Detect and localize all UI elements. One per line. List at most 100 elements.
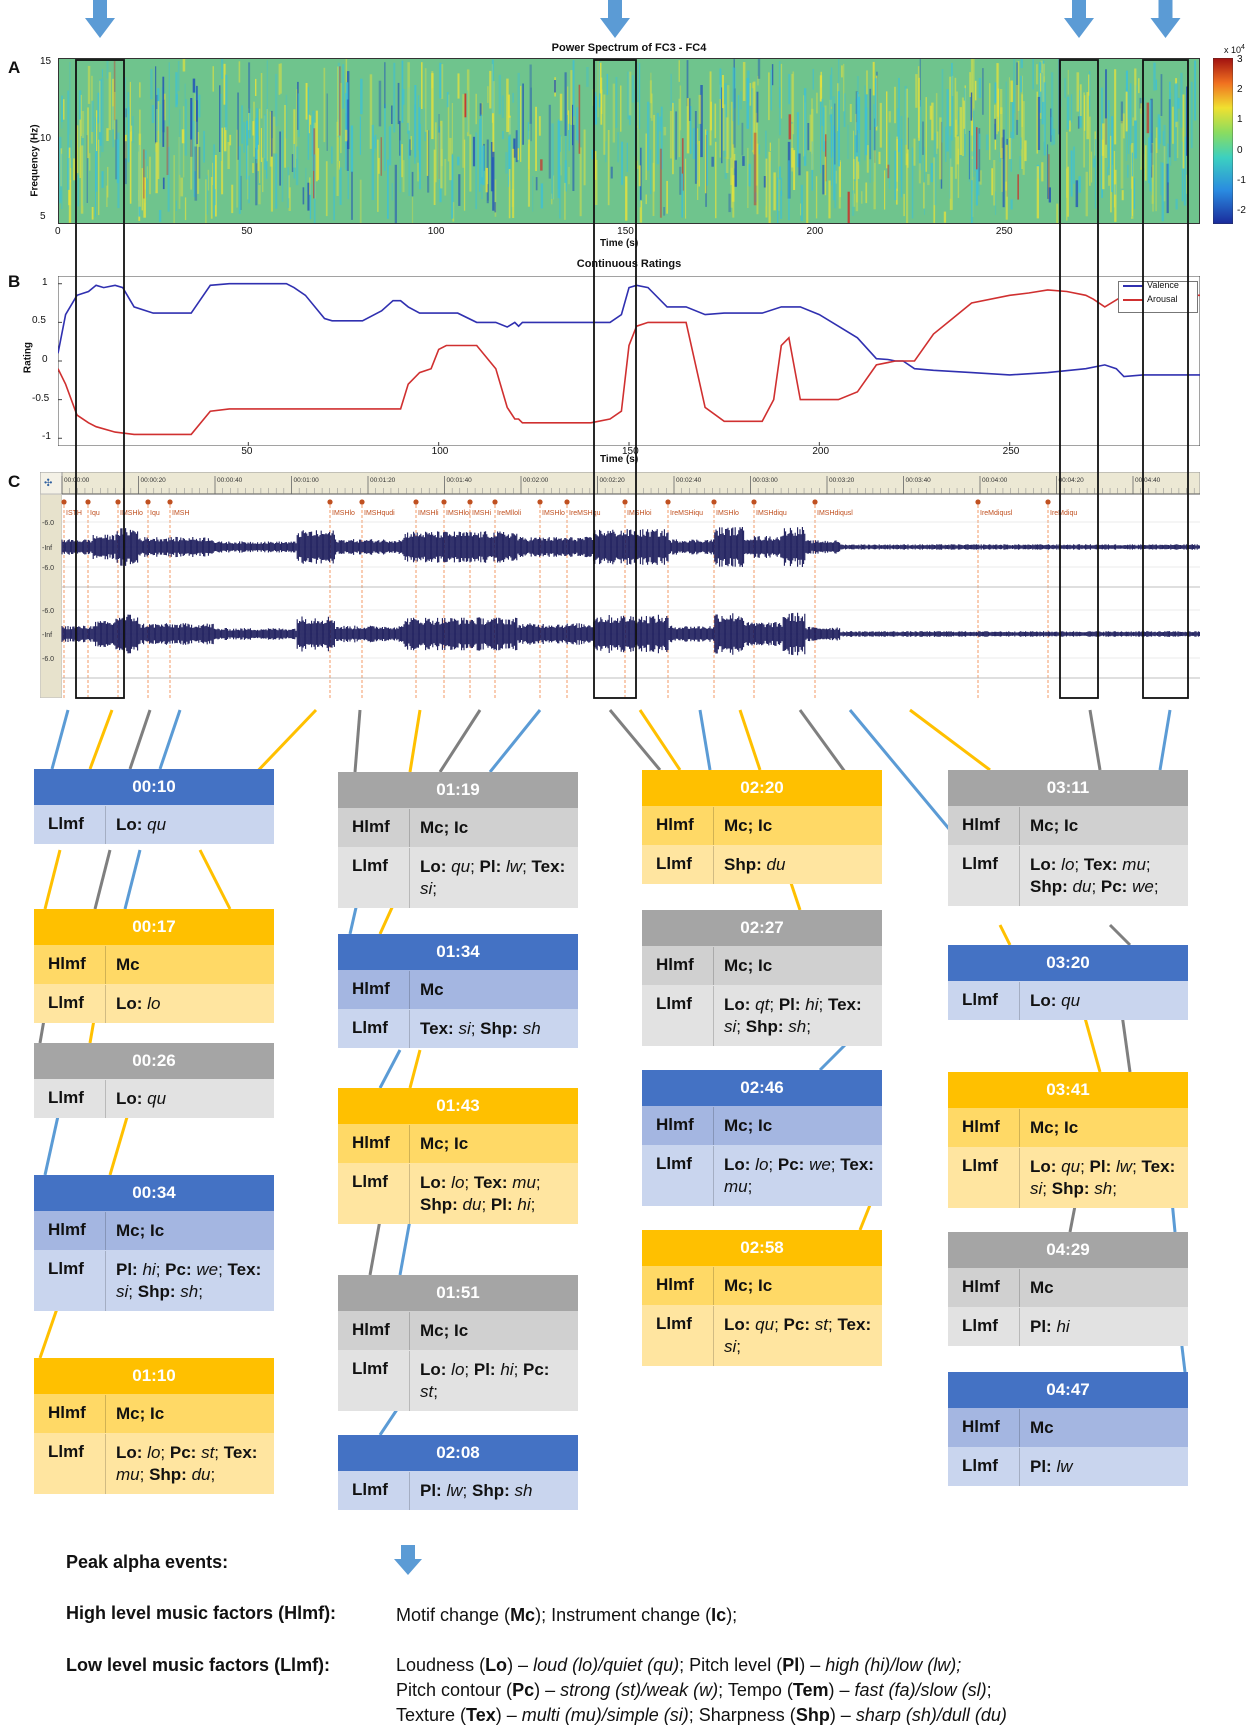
colorbar-tick: 3 [1237,54,1243,66]
marker-label: IMSHlo [332,510,355,517]
llmf-row: Llmf Lo: lo; Pc: we; Tex: mu; [642,1145,882,1206]
event-time: 02:20 [642,770,882,806]
connector-line [378,1049,402,1089]
timecode-label: 00:02:40 [676,477,702,484]
factor-key: Llmf [338,1010,410,1048]
factor-key: Llmf [338,848,410,908]
timecode-label: 00:03:20 [829,477,855,484]
ratings-xtick: 250 [1002,446,1020,457]
factor-key: Llmf [642,1306,714,1366]
spectrum-title: Power Spectrum of FC3 - FC4 [551,42,707,54]
legend-low-values: Loudness (Lo) – loud (lo)/quiet (qu); Pi… [396,1655,1007,1725]
marker-label: IMSHlo [542,510,565,517]
event-card-01-10: 01:10 Hlmf Mc; Ic Llmf Lo: lo; Pc: st; Tex: … [34,1358,274,1494]
llmf-row: Llmf Lo: lo; Tex: mu; Shp: du; Pc: we; [948,845,1188,906]
timecode-label: 00:01:20 [370,477,396,484]
colorbar [1213,58,1233,224]
factor-key: Llmf [338,1164,410,1224]
marker-pin [711,499,717,505]
factor-value: Lo: lo; Pl: hi; Pc: st; [420,1360,550,1401]
hlmf-row: Hlmf Mc [948,1408,1188,1447]
marker-pin [564,499,570,505]
ratings-xtick: 200 [812,446,830,457]
play-cursor-icon: ✣ [44,478,52,489]
connector-line [198,849,232,910]
llmf-row: Llmf Pl: hi; Pc: we; Tex: si; Shp: sh; [34,1250,274,1311]
event-time: 00:34 [34,1175,274,1211]
marker-label: IreMdiqusl [980,510,1013,517]
marker-pin [537,499,543,505]
timecode-label: 00:02:20 [600,477,626,484]
timecode-label: 00:04:40 [1135,477,1161,484]
event-card-00-34: 00:34 Hlmf Mc; Ic Llmf Pl: hi; Pc: we; Tex: … [34,1175,274,1311]
timecode-label: 00:01:40 [447,477,473,484]
marker-pin [975,499,981,505]
event-card-02-08: 02:08 Llmf Pl: lw; Shp: sh [338,1435,578,1510]
llmf-row: Llmf Lo: qt; Pl: hi; Tex: si; Shp: sh; [642,985,882,1046]
factor-key: Llmf [948,846,1020,906]
ratings-legend: Valence Arousal [1118,280,1198,313]
marker-pin [1045,499,1051,505]
spectrum-ytick: 10 [40,133,52,145]
factor-key: Hlmf [948,1269,1020,1307]
event-card-00-10: 00:10 Llmf Lo: qu [34,769,274,844]
peak-arrow-icon [85,0,115,38]
factor-value: Mc; Ic [724,816,773,835]
event-card-00-26: 00:26 Llmf Lo: qu [34,1043,274,1118]
factor-value: Mc [420,980,444,999]
factor-key: Hlmf [34,1395,106,1433]
waveform-panel: ✣ 00:00:00 00:00:20 00:00:40 00:01:00 00:01:2… [40,472,1200,698]
factor-key: Hlmf [642,1107,714,1145]
spectrum-ytick: 5 [40,210,46,222]
peak-highlight-box [1059,59,1099,699]
spectrum-xtick: 150 [617,226,634,237]
factor-key: Hlmf [34,1212,106,1250]
connector-line [1088,709,1102,771]
llmf-row: Llmf Lo: lo [34,984,274,1023]
marker-pin [359,499,365,505]
factor-key: Llmf [34,985,106,1023]
spectrum-xtick: 250 [995,226,1013,237]
llmf-row: Llmf Lo: qu; Pl: lw; Tex: si; [338,847,578,908]
factor-value: Lo: lo [116,994,161,1013]
channel-scale-label: -6.0 [42,656,54,663]
connector-line [408,709,422,773]
event-time: 00:10 [34,769,274,805]
spectrum-xtick: 200 [806,226,824,237]
marker-label: IMSHdiqu [756,510,787,517]
connector-line [158,709,182,770]
factor-value: Mc; Ic [420,818,469,837]
factor-value: Mc; Ic [724,1276,773,1295]
legend-swatch-arousal [1123,299,1143,301]
ratings-xtick: 150 [622,446,639,457]
llmf-row: Llmf Tex: si; Shp: sh [338,1009,578,1048]
connector-line [998,924,1012,946]
factor-key: Llmf [948,982,1020,1020]
channel-scale-label: -6.0 [42,520,54,527]
factor-key: Hlmf [948,807,1020,845]
factor-value: Lo: lo; Tex: mu; Shp: du; Pc: we; [1030,855,1159,896]
marker-pin [812,499,818,505]
factor-key: Llmf [642,986,714,1046]
factor-value: Mc; Ic [724,1116,773,1135]
marker-pin [115,499,121,505]
colorbar-tick: 0 [1237,144,1243,156]
factor-key: Llmf [338,1351,410,1411]
connector-line [128,709,152,770]
marker-pin [622,499,628,505]
factor-value: Mc; Ic [1030,816,1079,835]
peak-highlight-box [75,59,125,699]
factor-value: Lo: qt; Pl: hi; Tex: si; Shp: sh; [724,995,862,1036]
timecode-label: 00:04:00 [982,477,1008,484]
legend-label-valence: Valence [1147,280,1179,290]
connector-line [858,1204,872,1231]
hlmf-row: Hlmf Mc; Ic [338,808,578,847]
hlmf-row: Hlmf Mc; Ic [642,946,882,985]
connector-line [738,709,762,771]
connector-line [438,709,482,773]
legend-peak-label: Peak alpha events: [66,1552,229,1572]
event-card-00-17: 00:17 Hlmf Mc Llmf Lo: lo [34,909,274,1023]
ratings-title: Continuous Ratings [576,258,682,270]
channel-scale-label: -6.0 [42,608,54,615]
event-time: 00:26 [34,1043,274,1079]
